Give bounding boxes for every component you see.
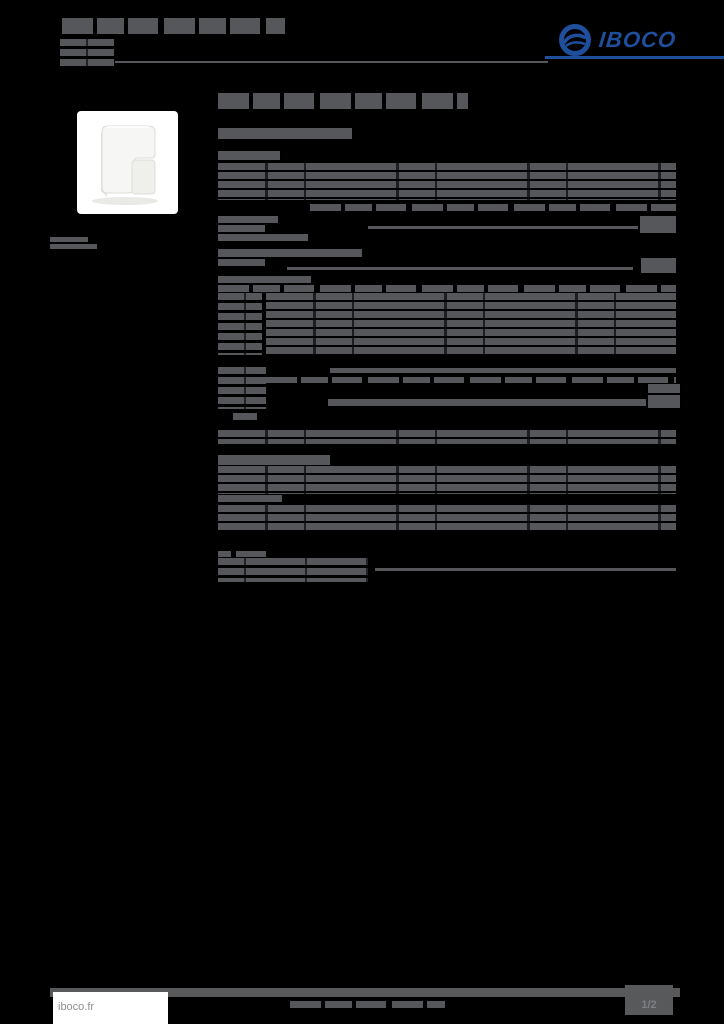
section-heading-greeked — [218, 128, 352, 139]
product-image-card — [77, 111, 178, 214]
spec-row-greeked — [266, 377, 676, 383]
field-value-box-greeked — [648, 395, 680, 408]
brand-wordmark: IBOCO — [597, 27, 678, 52]
paragraph-greeked — [218, 505, 676, 531]
spec-row-greeked — [330, 368, 676, 373]
field-label-greeked — [218, 259, 265, 266]
document-title-greeked — [62, 18, 285, 34]
field-label-greeked — [218, 551, 231, 557]
leader-line — [287, 267, 633, 270]
spec-row-greeked — [310, 204, 676, 211]
footer-website-link[interactable]: iboco.fr — [58, 1001, 95, 1013]
field-label-greeked — [218, 234, 308, 241]
field-label-block-greeked — [218, 558, 368, 582]
document-reference-greeked — [60, 39, 114, 68]
paragraph-greeked — [218, 466, 676, 494]
field-label-greeked — [218, 455, 330, 465]
product-title-greeked — [218, 93, 468, 109]
field-label-greeked — [218, 249, 362, 257]
product-ref-caption-greeked — [50, 244, 97, 249]
spec-table-greeked — [218, 163, 676, 200]
product-ref-caption-greeked — [50, 237, 88, 242]
footer-legal-text-greeked — [290, 1001, 445, 1008]
footer-bar — [50, 988, 680, 997]
brand-underline — [545, 56, 724, 59]
product-photo — [92, 125, 158, 205]
field-label-greeked — [218, 495, 282, 502]
field-label-greeked — [218, 216, 278, 223]
field-value-box-greeked — [640, 216, 676, 233]
spec-row-greeked — [218, 285, 676, 292]
page-number: 1/2 — [641, 999, 657, 1011]
paragraph-greeked — [218, 430, 676, 444]
spec-table-greeked — [266, 293, 676, 355]
page-number-box: 1/2 — [625, 985, 673, 1015]
leader-line — [368, 226, 638, 229]
brand-logo — [558, 23, 592, 57]
leader-line — [375, 568, 676, 571]
spec-row-greeked — [328, 399, 646, 406]
globe-swoosh-icon — [559, 24, 591, 56]
footer-website-box: iboco.fr — [53, 992, 168, 1024]
field-value-box-greeked — [648, 384, 680, 393]
field-label-block-greeked — [218, 367, 266, 409]
field-label-greeked — [236, 551, 266, 557]
field-value-box-greeked — [641, 258, 676, 273]
table-label-column-greeked — [218, 293, 262, 355]
field-label-greeked — [218, 225, 265, 232]
field-label-greeked — [218, 276, 311, 283]
subsection-label-greeked — [218, 151, 280, 160]
field-label-greeked — [233, 413, 257, 420]
header-rule — [115, 61, 548, 63]
